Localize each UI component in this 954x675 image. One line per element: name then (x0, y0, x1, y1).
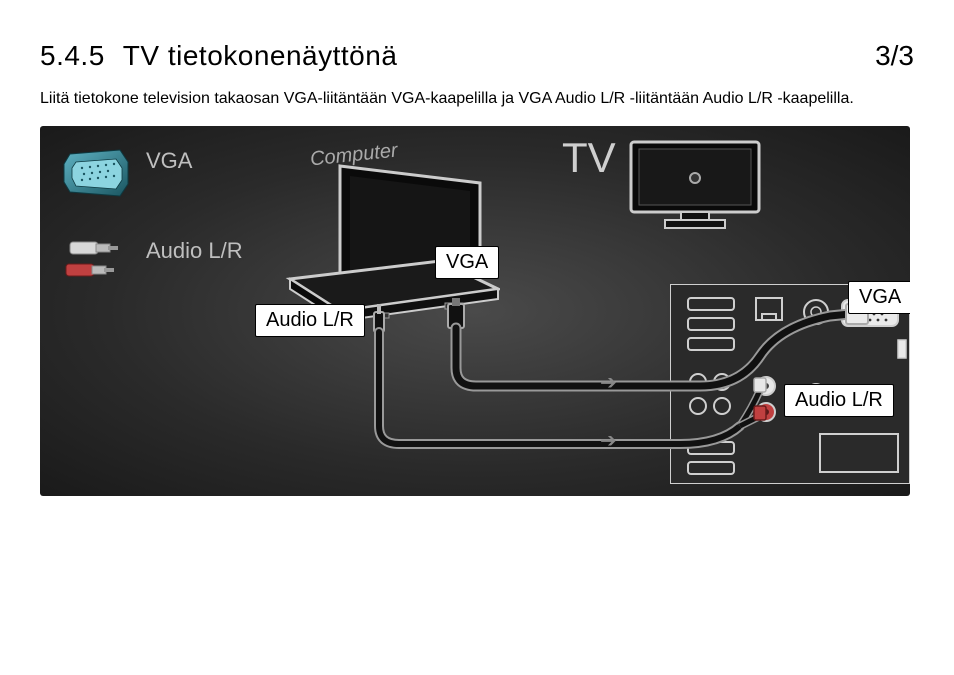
tag-laptop-vga: VGA (435, 246, 499, 279)
title-text: TV tietokonenäyttönä (123, 40, 398, 71)
section-number: 5.4.5 (40, 40, 105, 71)
page-indicator: 3/3 (875, 40, 914, 72)
audio-cable (40, 126, 910, 496)
tag-laptop-audio: Audio L/R (255, 304, 365, 337)
header: 5.4.5 TV tietokonenäyttönä 3/3 (40, 40, 914, 72)
arrow-icon: ➔ (600, 370, 617, 395)
section-title: 5.4.5 TV tietokonenäyttönä (40, 40, 397, 72)
tag-panel-vga: VGA (848, 281, 910, 314)
instruction-text: Liitä tietokone television takaosan VGA-… (40, 90, 914, 108)
arrow-icon: ➔ (600, 428, 617, 453)
connection-diagram: VGA Audio L/R Computer (40, 126, 910, 496)
tag-panel-audio: Audio L/R (784, 384, 894, 417)
